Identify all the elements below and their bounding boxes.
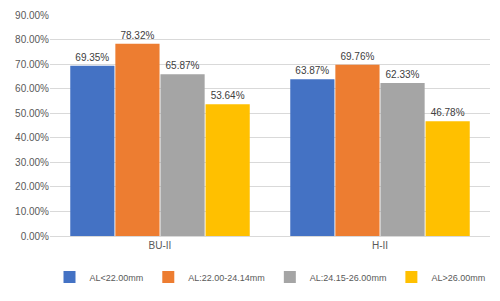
svg-text:62.33%: 62.33% (386, 69, 420, 80)
svg-text:AL:22.00-24.14mm: AL:22.00-24.14mm (188, 273, 265, 283)
svg-text:78.32%: 78.32% (120, 30, 154, 41)
svg-text:BU-II: BU-II (149, 240, 172, 251)
svg-text:69.35%: 69.35% (75, 52, 109, 63)
svg-text:70.00%: 70.00% (15, 59, 49, 70)
svg-text:0.00%: 0.00% (21, 231, 49, 242)
svg-text:90.00%: 90.00% (15, 10, 49, 21)
svg-text:H-II: H-II (372, 240, 388, 251)
svg-text:30.00%: 30.00% (15, 157, 49, 168)
svg-text:20.00%: 20.00% (15, 181, 49, 192)
svg-text:50.00%: 50.00% (15, 108, 49, 119)
svg-text:65.87%: 65.87% (166, 60, 200, 71)
svg-text:63.87%: 63.87% (295, 65, 329, 76)
svg-text:40.00%: 40.00% (15, 132, 49, 143)
svg-text:AL<22.00mm: AL<22.00mm (90, 273, 144, 283)
svg-text:AL>26.00mm: AL>26.00mm (431, 273, 485, 283)
svg-text:80.00%: 80.00% (15, 34, 49, 45)
svg-text:53.64%: 53.64% (211, 90, 245, 101)
svg-text:60.00%: 60.00% (15, 83, 49, 94)
svg-text:46.78%: 46.78% (431, 107, 465, 118)
svg-text:69.76%: 69.76% (340, 51, 374, 62)
svg-text:10.00%: 10.00% (15, 206, 49, 217)
svg-text:AL:24.15-26.00mm: AL:24.15-26.00mm (310, 273, 387, 283)
